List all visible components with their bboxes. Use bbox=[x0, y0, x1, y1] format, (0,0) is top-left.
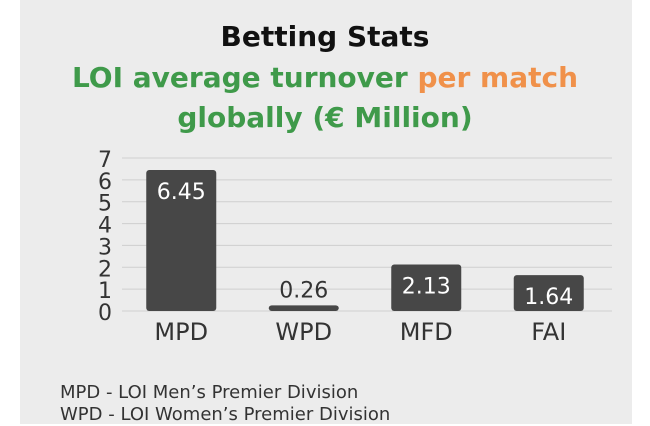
bar bbox=[513, 275, 584, 311]
y-tick-label: 1 bbox=[98, 279, 112, 304]
bar bbox=[268, 305, 339, 311]
data-label: 6.45 bbox=[157, 180, 206, 205]
subtitle-line2: globally (€ Million) bbox=[177, 101, 473, 134]
x-tick-label: FAI bbox=[531, 318, 566, 346]
chart-title: Betting Stats bbox=[220, 20, 430, 53]
data-label: 1.64 bbox=[524, 285, 573, 310]
legend-item-mpd: MPD - LOI Men’s Premier Division bbox=[60, 382, 359, 403]
bar bbox=[146, 170, 217, 311]
chart-card bbox=[20, 0, 632, 424]
chart-subtitle: LOI average turnover per match globally … bbox=[0, 58, 650, 138]
y-tick-label: 6 bbox=[98, 170, 112, 195]
y-tick-label: 4 bbox=[98, 214, 112, 239]
data-label: 0.26 bbox=[279, 278, 328, 303]
y-tick-label: 7 bbox=[98, 148, 112, 173]
data-label: 2.13 bbox=[402, 274, 451, 299]
subtitle-green: LOI average turnover bbox=[71, 61, 408, 94]
legend-item-wpd: WPD - LOI Women’s Premier Division bbox=[60, 404, 391, 425]
subtitle-orange: per match bbox=[417, 61, 579, 94]
y-tick-label: 2 bbox=[98, 257, 112, 282]
y-tick-label: 0 bbox=[98, 301, 112, 326]
abbreviation-legend: MPD - LOI Men’s Premier Division WPD - L… bbox=[60, 382, 390, 426]
x-tick-label: WPD bbox=[275, 318, 332, 346]
x-tick-label: MPD bbox=[154, 318, 208, 346]
x-tick-label: MFD bbox=[400, 318, 453, 346]
bar bbox=[391, 264, 462, 311]
y-tick-label: 5 bbox=[98, 192, 112, 217]
y-tick-label: 3 bbox=[98, 235, 112, 260]
